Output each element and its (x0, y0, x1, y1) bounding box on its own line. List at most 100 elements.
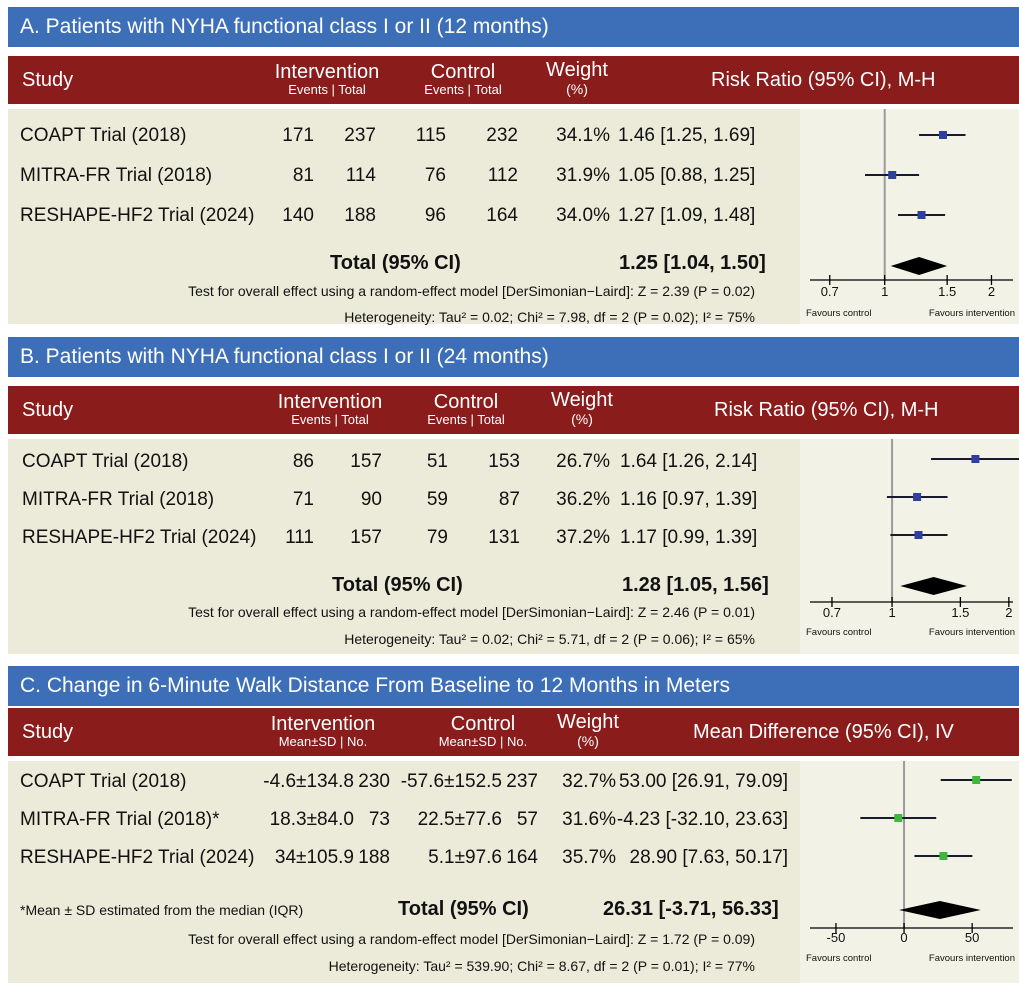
x-tick-label: 1.5 (938, 284, 956, 299)
ctl-count: 237 (506, 771, 538, 792)
ctl-events: 96 (424, 205, 446, 226)
table-body: COAPT Trial (2018) 86 157 51 153 26.7% 1… (8, 439, 1019, 654)
x-tick-label: 1 (881, 284, 888, 299)
ctl-mean-sd: 5.1±97.6 (428, 847, 502, 868)
weight-value: 32.7% (562, 771, 616, 792)
int-total: 157 (350, 451, 382, 472)
effect-value: 53.00 [26.91, 79.09] (618, 771, 788, 792)
ctl-events: 79 (426, 527, 448, 548)
ctl-total: 153 (488, 451, 520, 472)
favours-control-label: Favours control (806, 953, 871, 964)
ctl-events: 51 (426, 451, 448, 472)
x-tick-label: 50 (965, 930, 979, 945)
pooled-estimate-diamond (899, 901, 981, 919)
point-estimate-marker (972, 776, 981, 784)
point-estimate-marker (939, 852, 948, 860)
total-label: Total (95% CI) (398, 898, 529, 920)
int-total: 157 (350, 527, 382, 548)
table-row: RESHAPE-HF2 Trial (2024) 34±105.9 188 5.… (8, 843, 1019, 873)
weight-value: 36.2% (556, 489, 610, 510)
x-tick-label: 0.7 (823, 605, 841, 620)
favours-control-label: Favours control (806, 627, 871, 638)
int-count: 73 (368, 809, 390, 830)
weight-value: 31.6% (562, 809, 616, 830)
int-events: 71 (292, 489, 314, 510)
ctl-total: 131 (488, 527, 520, 548)
weight-value: 34.0% (556, 205, 610, 226)
int-total: 237 (344, 125, 376, 146)
table-header: Study Intervention Events | Total Control… (8, 386, 1019, 434)
int-mean-sd: 18.3±84.0 (269, 809, 354, 830)
study-name: COAPT Trial (2018) (20, 771, 187, 792)
study-name: RESHAPE-HF2 Trial (2024) (20, 205, 255, 226)
effect-value: 28.90 [7.63, 50.17] (629, 847, 788, 868)
study-name: RESHAPE-HF2 Trial (2024) (22, 527, 257, 548)
ctl-total: 87 (498, 489, 520, 510)
pooled-estimate-diamond (900, 577, 967, 595)
x-tick-label: 2 (988, 284, 995, 299)
effect-header: Risk Ratio (95% CI), M-H (714, 399, 939, 421)
ctl-events: 76 (424, 165, 446, 186)
weight-header: Weight (%) (551, 389, 613, 427)
point-estimate-marker (971, 455, 980, 463)
weight-value: 37.2% (556, 527, 610, 548)
point-estimate-marker (888, 171, 897, 179)
heterogeneity-stats: Heterogeneity: Tau² = 0.02; Chi² = 7.98,… (344, 309, 755, 325)
int-count: 188 (358, 847, 390, 868)
table-header: Study Intervention Events | Total Control… (8, 56, 1019, 104)
panel-title: B. Patients with NYHA functional class I… (8, 337, 1019, 377)
ctl-total: 232 (486, 125, 518, 146)
effect-value: 1.05 [0.88, 1.25] (618, 165, 756, 186)
total-label: Total (95% CI) (330, 252, 461, 274)
int-total: 188 (344, 205, 376, 226)
table-row: RESHAPE-HF2 Trial (2024) 111 157 79 131 … (8, 523, 1019, 553)
point-estimate-marker (917, 211, 926, 219)
weight-value: 31.9% (556, 165, 610, 186)
weight-value: 26.7% (556, 451, 610, 472)
panel-title: A. Patients with NYHA functional class I… (8, 7, 1019, 47)
int-mean-sd: 34±105.9 (274, 847, 354, 868)
table-row: COAPT Trial (2018) -4.6±134.8 230 -57.6±… (8, 767, 1019, 797)
forest-plot-svg: 0.7 1 1.5 2 Favours control Favours intervent… (806, 109, 1015, 319)
forest-plot: -50 0 50 Favours control Favours interventio… (800, 761, 1019, 983)
x-tick-label: -50 (827, 930, 846, 945)
table-row: MITRA-FR Trial (2018) 81 114 76 112 31.9… (8, 161, 1019, 191)
int-events: 86 (292, 451, 314, 472)
weight-header: Weight (%) (546, 59, 608, 97)
weight-header: Weight (%) (557, 711, 619, 749)
int-total: 90 (360, 489, 382, 510)
weight-value: 35.7% (562, 847, 616, 868)
study-name: RESHAPE-HF2 Trial (2024) (20, 847, 255, 868)
favours-intervention-label: Favours intervention (929, 308, 1015, 319)
effect-value: 1.46 [1.25, 1.69] (618, 125, 756, 146)
footnote: *Mean ± SD estimated from the median (IQ… (20, 902, 304, 918)
study-header: Study (22, 399, 74, 421)
x-tick-label: 1.5 (951, 605, 969, 620)
table-row: COAPT Trial (2018) 171 237 115 232 34.1%… (8, 121, 1019, 151)
favours-intervention-label: Favours intervention (929, 627, 1015, 638)
effect-header: Risk Ratio (95% CI), M-H (711, 69, 936, 91)
table-row: MITRA-FR Trial (2018) 71 90 59 87 36.2% … (8, 485, 1019, 515)
total-value: 26.31 [-3.71, 56.33] (603, 898, 779, 920)
effect-value: 1.64 [1.26, 2.14] (620, 451, 758, 472)
ctl-count: 57 (516, 809, 538, 830)
study-name: COAPT Trial (2018) (20, 125, 187, 146)
table-body: COAPT Trial (2018) -4.6±134.8 230 -57.6±… (8, 761, 1019, 983)
favours-intervention-label: Favours intervention (929, 953, 1015, 964)
x-tick-label: 1 (888, 605, 895, 620)
control-header: Control Events | Total (427, 391, 505, 427)
forest-plot-svg: -50 0 50 Favours control Favours interventio… (806, 761, 1015, 964)
x-tick-label: 2 (1005, 605, 1012, 620)
panel-title: C. Change in 6-Minute Walk Distance From… (8, 666, 1019, 706)
int-total: 114 (345, 165, 376, 186)
study-name: MITRA-FR Trial (2018) (22, 489, 215, 510)
point-estimate-marker (914, 531, 923, 539)
study-name: MITRA-FR Trial (2018)* (20, 809, 220, 830)
study-name: MITRA-FR Trial (2018) (20, 165, 213, 186)
overall-effect-test: Test for overall effect using a random-e… (188, 283, 755, 299)
point-estimate-marker (913, 493, 922, 501)
total-value: 1.25 [1.04, 1.50] (619, 252, 766, 274)
int-events: 81 (292, 165, 314, 186)
heterogeneity-stats: Heterogeneity: Tau² = 0.02; Chi² = 5.71,… (344, 631, 755, 647)
forest-plot: 0.7 1 1.5 2 Favours control Favours intervent… (800, 109, 1019, 324)
